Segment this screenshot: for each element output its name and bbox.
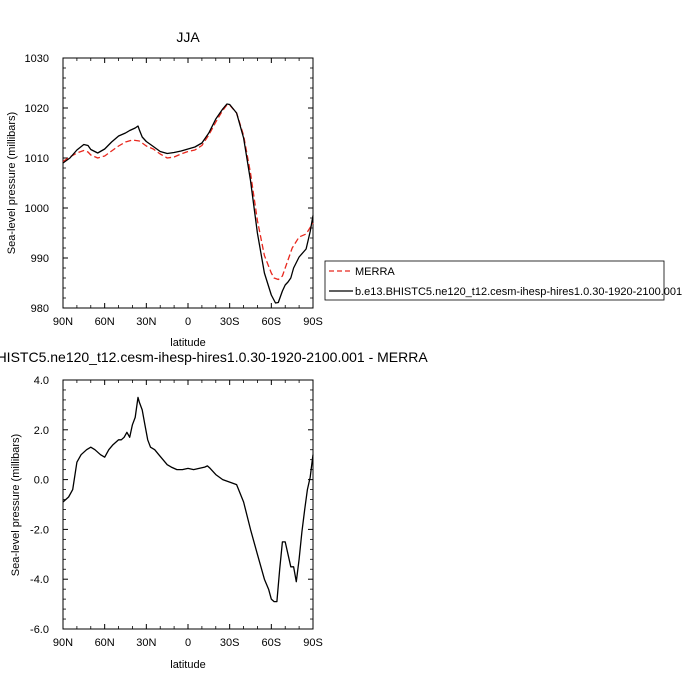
x-axis-label: latitude: [170, 337, 205, 349]
x-tick-label: 30N: [136, 316, 156, 328]
x-tick-label: 90N: [53, 637, 73, 649]
plot-lines: [62, 396, 314, 603]
y-tick-label: 1020: [25, 103, 49, 115]
y-tick-label: -4.0: [30, 574, 49, 586]
sea-level-pressure-panel: JJA 980 990 1000 1010 1020 1030 90N 60N 30N 0 30S…: [6, 29, 323, 349]
legend-box: [324, 260, 665, 301]
y-axis: -6.0 -4.0 -2.0 0.0 2.0 4.0: [30, 375, 313, 636]
x-axis-label: latitude: [170, 659, 205, 671]
y-tick-label: 990: [31, 253, 49, 265]
legend-label-merra: MERRA: [355, 266, 395, 278]
legend: MERRA b.e13.BHISTC5.ne120_t12.cesm-ihesp…: [324, 260, 682, 301]
x-tick-label: 60N: [95, 637, 115, 649]
y-tick-label: -6.0: [30, 624, 49, 636]
chart-title: JJA: [176, 29, 200, 45]
difference-chart-title: b.e13.BHISTC5.ne120_t12.cesm-ihesp-hires…: [0, 349, 428, 365]
x-tick-label: 30S: [220, 316, 240, 328]
y-tick-label: 4.0: [34, 375, 49, 387]
x-tick-label: 0: [185, 316, 191, 328]
plot-lines: [62, 103, 314, 304]
difference-series-line: [62, 396, 314, 603]
x-tick-label: 60N: [95, 316, 115, 328]
x-tick-label: 90N: [53, 316, 73, 328]
merra-series-line: [62, 104, 314, 281]
x-tick-label: 90S: [303, 637, 323, 649]
legend-label-model: b.e13.BHISTC5.ne120_t12.cesm-ihesp-hires…: [355, 286, 682, 298]
x-tick-label: 30S: [220, 637, 240, 649]
y-tick-label: 980: [31, 303, 49, 315]
x-axis: 90N 60N 30N 0 30S 60S 90S: [53, 58, 323, 328]
x-axis: 90N 60N 30N 0 30S 60S 90S: [53, 380, 323, 649]
model-series-line: [62, 103, 314, 304]
x-tick-label: 60S: [262, 316, 282, 328]
x-tick-label: 30N: [136, 637, 156, 649]
y-tick-label: 1010: [25, 153, 49, 165]
y-tick-label: 1000: [25, 203, 49, 215]
x-tick-label: 0: [185, 637, 191, 649]
x-tick-label: 60S: [262, 637, 282, 649]
y-axis-label: Sea-level pressure (millibars): [6, 112, 18, 254]
x-tick-label: 90S: [303, 316, 323, 328]
y-tick-label: 2.0: [34, 425, 49, 437]
y-tick-label: 1030: [25, 53, 49, 65]
y-axis: 980 990 1000 1010 1020 1030: [25, 53, 313, 315]
plot-frame: [62, 379, 314, 630]
difference-panel: b.e13.BHISTC5.ne120_t12.cesm-ihesp-hires…: [0, 349, 428, 671]
y-axis-label: Sea-level pressure (millibars): [10, 434, 22, 576]
plot-frame: [62, 57, 314, 309]
y-tick-label: -2.0: [30, 524, 49, 536]
y-tick-label: 0.0: [34, 475, 49, 487]
